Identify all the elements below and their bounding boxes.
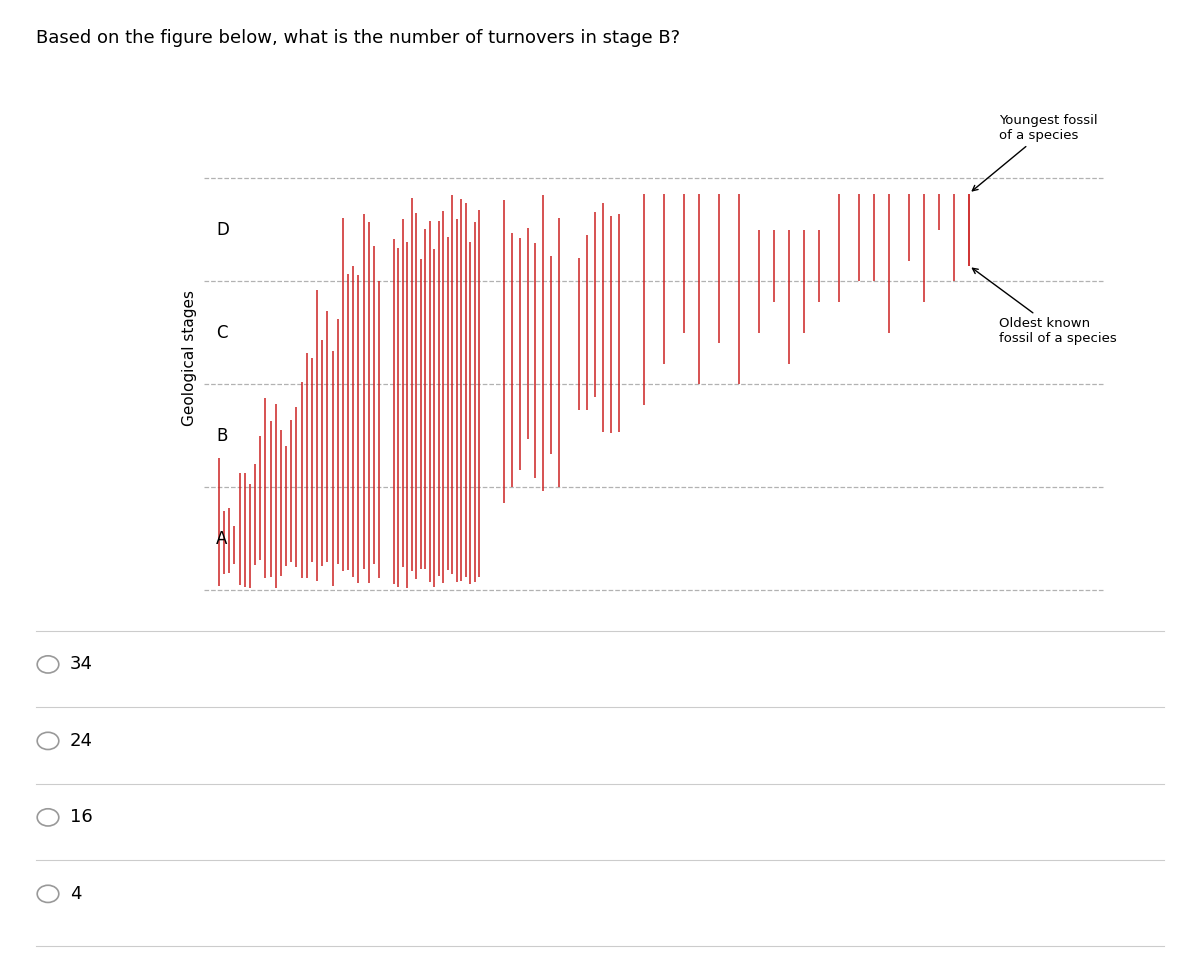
Text: Youngest fossil
of a species: Youngest fossil of a species <box>972 114 1098 191</box>
Text: C: C <box>216 324 228 341</box>
Text: Based on the figure below, what is the number of turnovers in stage B?: Based on the figure below, what is the n… <box>36 29 680 47</box>
Y-axis label: Geological stages: Geological stages <box>182 291 197 426</box>
Text: D: D <box>216 221 229 239</box>
Text: 4: 4 <box>70 885 82 902</box>
Text: Oldest known
fossil of a species: Oldest known fossil of a species <box>972 269 1117 345</box>
Text: 34: 34 <box>70 656 92 673</box>
Text: 16: 16 <box>70 809 92 826</box>
Text: B: B <box>216 426 227 445</box>
Text: A: A <box>216 530 227 548</box>
Text: 24: 24 <box>70 732 92 750</box>
